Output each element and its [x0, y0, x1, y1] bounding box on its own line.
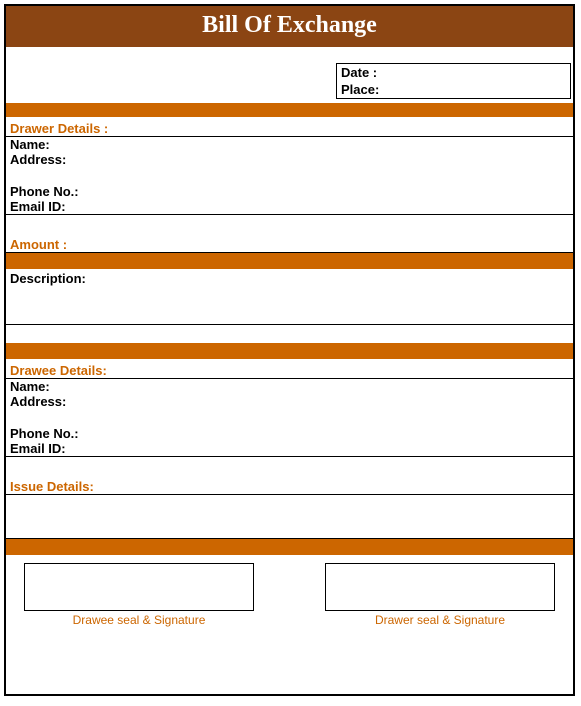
date-place-row: Date : Place:	[6, 63, 573, 99]
amount-heading: Amount :	[6, 235, 573, 253]
drawee-heading: Drawee Details:	[6, 361, 573, 379]
divider-bar	[6, 253, 573, 269]
issue-heading: Issue Details:	[6, 477, 573, 495]
drawer-address-label: Address:	[6, 152, 573, 184]
date-place-box: Date : Place:	[336, 63, 571, 99]
date-place-spacer	[6, 63, 336, 99]
signature-row	[6, 555, 573, 611]
drawer-signature-label: Drawer seal & Signature	[325, 613, 555, 627]
spacer	[6, 457, 573, 475]
divider-bar	[6, 539, 573, 555]
signature-labels: Drawee seal & Signature Drawer seal & Si…	[6, 611, 573, 627]
drawer-heading: Drawer Details :	[6, 119, 573, 137]
description-label: Description:	[6, 269, 573, 325]
spacer	[6, 215, 573, 233]
issue-content-area	[6, 495, 573, 539]
divider-bar	[6, 343, 573, 359]
spacer	[6, 325, 573, 343]
drawee-signature-label: Drawee seal & Signature	[24, 613, 254, 627]
drawee-name-label: Name:	[6, 379, 573, 394]
drawer-signature-box	[325, 563, 555, 611]
drawer-phone-label: Phone No.:	[6, 184, 573, 199]
date-label: Date :	[337, 64, 570, 81]
drawee-signature-box	[24, 563, 254, 611]
drawee-phone-label: Phone No.:	[6, 426, 573, 441]
drawer-name-label: Name:	[6, 137, 573, 152]
drawee-address-label: Address:	[6, 394, 573, 426]
place-label: Place:	[337, 81, 570, 98]
drawee-email-label: Email ID:	[6, 441, 573, 457]
divider-bar	[6, 103, 573, 117]
document-title: Bill Of Exchange	[202, 12, 377, 38]
drawer-email-label: Email ID:	[6, 199, 573, 215]
document-frame: Bill Of Exchange Date : Place: Drawer De…	[4, 4, 575, 696]
title-bar: Bill Of Exchange	[6, 6, 573, 47]
